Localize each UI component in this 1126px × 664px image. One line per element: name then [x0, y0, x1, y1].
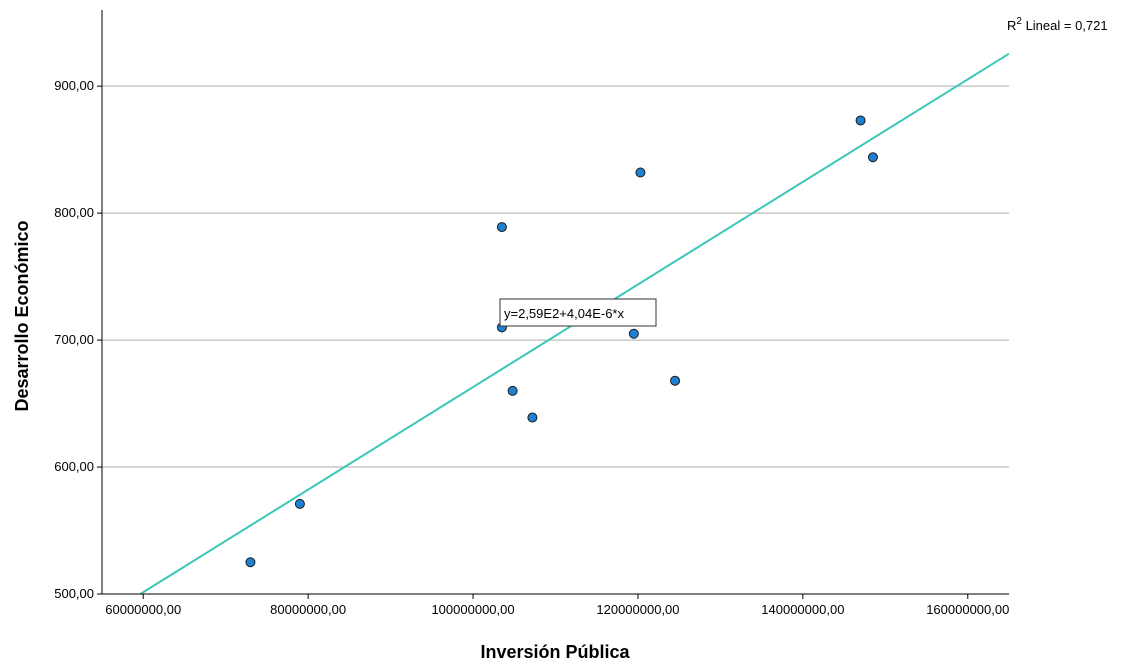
data-point	[245, 557, 256, 568]
y-tick-label: 900,00	[54, 78, 94, 93]
points-layer	[245, 115, 878, 568]
equation-label: y=2,59E2+4,04E-6*x	[504, 306, 624, 321]
data-point	[670, 375, 681, 386]
r2-value: Lineal = 0,721	[1022, 18, 1108, 33]
x-tick-label: 160000000,00	[926, 602, 1009, 617]
data-point	[294, 498, 305, 509]
data-point	[527, 412, 538, 423]
y-tick-label: 800,00	[54, 205, 94, 220]
axes-layer	[101, 10, 1009, 595]
y-tick-label: 500,00	[54, 586, 94, 601]
x-tick-label: 140000000,00	[761, 602, 844, 617]
data-point	[855, 115, 866, 126]
y-tick-label: 600,00	[54, 459, 94, 474]
ticks-layer: 500,00 600,00 700,00 800,00 900,00 60000000,0…	[54, 78, 1009, 617]
data-point	[507, 385, 518, 396]
x-tick-label: 60000000,00	[105, 602, 181, 617]
data-point	[628, 328, 639, 339]
y-axis-title: Desarrollo Económico	[12, 220, 32, 411]
x-tick-label: 120000000,00	[596, 602, 679, 617]
r2-superscript: 2	[1016, 16, 1022, 27]
y-tick-label: 700,00	[54, 332, 94, 347]
x-tick-label: 100000000,00	[431, 602, 514, 617]
x-tick-label: 80000000,00	[270, 602, 346, 617]
x-axis-title: Inversión Pública	[480, 642, 630, 662]
grid-layer	[102, 85, 1009, 468]
equation-box	[499, 298, 657, 327]
r2-prefix: R	[1007, 18, 1016, 33]
data-point	[867, 152, 878, 163]
data-point	[496, 222, 507, 233]
data-point	[635, 167, 646, 178]
equation-annotation: y=2,59E2+4,04E-6*x	[499, 298, 657, 327]
r2-label: R2 Lineal = 0,721	[1007, 16, 1108, 33]
